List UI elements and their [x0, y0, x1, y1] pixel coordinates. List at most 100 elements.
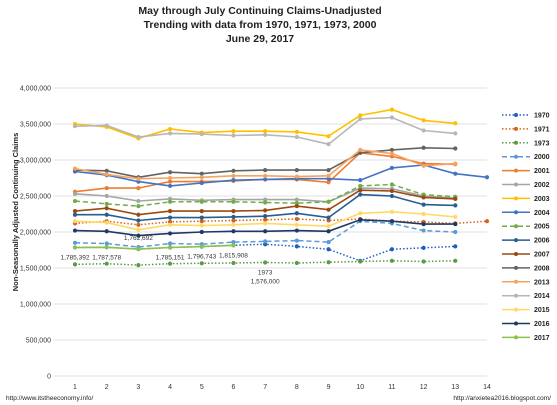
y-tick-label: 2,500,000 — [20, 194, 51, 201]
data-point — [326, 134, 331, 139]
data-point — [263, 214, 268, 219]
data-point — [199, 131, 204, 137]
data-point — [136, 134, 141, 140]
data-point — [294, 129, 299, 135]
legend-marker — [514, 154, 518, 159]
data-point — [294, 260, 299, 266]
series-2000 — [72, 219, 458, 250]
data-point — [167, 245, 173, 250]
annotations: 1,785,392 1,787,578 1,762,692 1,785,151 1,79… — [61, 235, 280, 285]
data-point — [136, 185, 141, 191]
series-line — [74, 244, 234, 250]
x-tick-label: 4 — [168, 384, 172, 391]
title-line: June 29, 2017 — [226, 33, 294, 45]
data-point — [199, 171, 204, 176]
data-point — [263, 242, 268, 247]
data-point — [326, 260, 331, 265]
annotation-label: 1,815,908 — [219, 252, 248, 259]
data-point — [263, 217, 268, 222]
legend-label: 2004 — [534, 210, 550, 217]
data-point — [72, 166, 78, 171]
data-point — [167, 215, 173, 220]
x-tick-label: 7 — [263, 384, 267, 391]
series-2006 — [72, 192, 458, 223]
series-1970 — [72, 242, 458, 263]
x-tick-label: 13 — [451, 384, 459, 391]
x-tick-label: 9 — [327, 384, 331, 391]
x-tick-label: 6 — [232, 384, 236, 391]
x-tick-label: 10 — [356, 384, 364, 391]
data-point — [358, 183, 363, 189]
legend-marker — [514, 335, 518, 340]
data-point — [199, 175, 204, 180]
legend-marker — [514, 321, 518, 326]
data-point — [263, 208, 268, 213]
data-point — [72, 209, 78, 214]
data-point — [231, 218, 236, 223]
data-point — [389, 154, 395, 159]
y-tick-label: 1,000,000 — [20, 302, 51, 309]
data-point — [104, 206, 109, 211]
data-point — [294, 134, 299, 140]
data-point — [421, 163, 426, 168]
data-point — [358, 211, 363, 216]
data-point — [231, 243, 236, 248]
data-point — [294, 174, 299, 179]
y-tick-label: 3,000,000 — [20, 158, 51, 165]
data-point — [167, 222, 173, 227]
data-point — [358, 259, 363, 264]
data-point — [104, 241, 109, 246]
legend-item: 2017 — [502, 335, 550, 342]
data-point — [263, 260, 268, 265]
series-2016 — [72, 217, 458, 238]
data-point — [231, 222, 236, 227]
legend-marker — [514, 182, 518, 187]
data-point — [263, 132, 268, 137]
data-point — [199, 215, 204, 220]
data-point — [167, 175, 173, 181]
data-point — [453, 146, 458, 151]
data-point — [167, 126, 173, 132]
series-2007 — [72, 188, 458, 217]
data-point — [389, 182, 395, 187]
data-point — [72, 219, 78, 224]
data-point — [326, 229, 331, 234]
data-point — [263, 167, 268, 173]
annotation-label: 1,785,392 — [61, 254, 90, 261]
data-point — [104, 245, 109, 250]
legend-marker — [514, 168, 518, 173]
annotation-label: 1,787,578 — [92, 254, 121, 261]
data-point — [326, 199, 331, 204]
y-tick-label: 0 — [47, 374, 51, 381]
data-point — [104, 168, 109, 173]
data-point — [104, 220, 109, 225]
legend-item: 1971 — [502, 126, 550, 133]
data-point — [104, 172, 109, 177]
data-point — [326, 180, 331, 185]
legend-label: 2016 — [534, 321, 550, 328]
legend-item: 2015 — [502, 307, 550, 314]
data-point — [263, 129, 268, 134]
data-point — [421, 221, 426, 227]
data-point — [199, 219, 204, 224]
legend-label: 2014 — [534, 293, 550, 300]
y-tick-label: 4,000,000 — [20, 86, 51, 93]
data-point — [294, 222, 299, 227]
data-point — [104, 212, 109, 217]
data-point — [421, 145, 426, 150]
data-point — [294, 201, 299, 206]
data-point — [294, 238, 299, 243]
data-point — [104, 123, 109, 128]
data-point — [389, 115, 395, 120]
data-point — [263, 200, 268, 205]
data-point — [453, 171, 458, 176]
legend-label: 2000 — [534, 154, 550, 161]
source-left: http://www.itstheeconomy.info/ — [6, 395, 94, 402]
data-point — [199, 223, 204, 228]
legend-marker — [514, 140, 518, 145]
series-line — [74, 146, 456, 179]
legend-marker — [514, 224, 518, 229]
legend-marker — [514, 293, 518, 298]
legend-item: 2000 — [502, 154, 550, 161]
series-2017 — [72, 243, 236, 252]
